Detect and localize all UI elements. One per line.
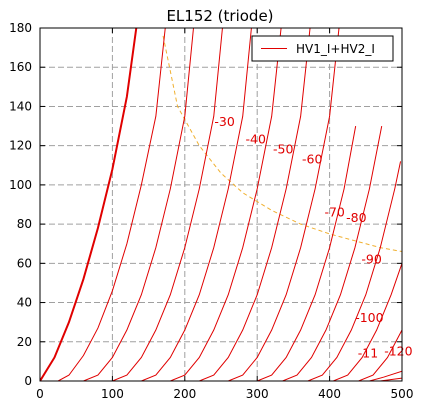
curve-label: -70 xyxy=(324,204,344,219)
curve-label: -30 xyxy=(214,114,234,129)
y-tick-label: 100 xyxy=(9,178,32,192)
plate-curve xyxy=(83,28,194,381)
plate-curve xyxy=(358,329,402,381)
plate-curve xyxy=(282,125,383,381)
x-tick-label: 0 xyxy=(36,387,44,401)
y-tick-label: 60 xyxy=(17,256,32,270)
curve-label: -40 xyxy=(246,132,266,147)
legend-entry: HV1_I+HV2_I xyxy=(296,42,375,56)
plate-curve xyxy=(228,28,340,381)
dissipation-line xyxy=(162,35,402,253)
curve-label: -80 xyxy=(346,210,366,225)
plot-frame xyxy=(39,27,403,382)
plate-curve xyxy=(257,125,357,381)
x-tick-label: 500 xyxy=(391,387,414,401)
dissipation-curve xyxy=(162,35,402,253)
chart-title: EL152 (triode) xyxy=(166,7,273,25)
y-tick-label: 40 xyxy=(17,296,32,310)
y-tick-label: 180 xyxy=(9,21,32,35)
x-tick-label: 200 xyxy=(173,387,196,401)
curve-label: -100 xyxy=(355,310,383,325)
plate-curve xyxy=(141,28,252,381)
curve-label: -60 xyxy=(302,151,322,166)
x-tick-label: 100 xyxy=(101,387,124,401)
curve-label: -90 xyxy=(361,251,381,266)
curve-labels: -30 -40 -50 -60 -70 -80 -90 -100 -11 -120 xyxy=(214,114,412,360)
y-tick-label: 120 xyxy=(9,139,32,153)
y-tick-label: 20 xyxy=(17,335,32,349)
y-tick-label: 80 xyxy=(17,217,32,231)
plate-curve xyxy=(369,370,402,381)
curve-label: -50 xyxy=(273,142,293,157)
x-tick-label: 400 xyxy=(318,387,341,401)
plate-curve xyxy=(199,28,311,381)
plate-curve xyxy=(112,28,223,381)
curve-label: -120 xyxy=(384,344,412,359)
y-tick-label: 140 xyxy=(9,99,32,113)
plate-curve xyxy=(307,161,402,381)
plate-curve xyxy=(333,263,402,381)
plate-curve xyxy=(170,28,282,381)
plate-curve xyxy=(40,28,138,381)
plate-curve xyxy=(57,28,166,381)
y-tick-label: 0 xyxy=(24,374,32,388)
y-tick-label: 160 xyxy=(9,60,32,74)
curve-label: -11 xyxy=(358,345,378,360)
grid xyxy=(40,28,402,381)
x-axis-ticks: 0 100 200 300 400 500 xyxy=(36,28,413,401)
plate-curves xyxy=(40,28,402,381)
y-axis-ticks: 0 20 40 60 80 100 120 140 160 180 xyxy=(9,21,402,388)
legend: HV1_I+HV2_I xyxy=(251,35,394,62)
x-tick-label: 300 xyxy=(246,387,269,401)
